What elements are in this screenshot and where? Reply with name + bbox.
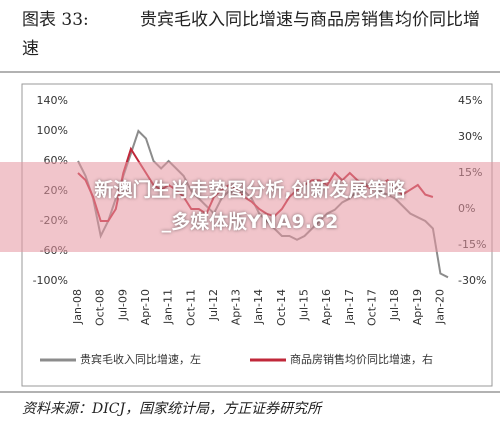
figure-label: 图表 33: <box>22 10 89 30</box>
legend-label: 贵宾毛收入同比增速，左 <box>80 352 201 366</box>
y-tick-label: 100% <box>37 124 68 137</box>
x-tick-label: Oct-17 <box>365 289 378 326</box>
x-tick-label: Jan-08 <box>71 289 84 325</box>
x-tick-label: Apr-10 <box>139 289 152 325</box>
overlay-banner: 新澳门生肖走势图分析,创新发展策略 _多媒体版YNA9.62 <box>0 162 500 252</box>
x-tick-label: Jan-14 <box>252 289 265 325</box>
overlay-text: _多媒体版YNA9.62 <box>161 211 339 233</box>
x-tick-label: Jul-15 <box>298 289 311 321</box>
x-tick-label: Jul-18 <box>388 289 401 321</box>
source-note: 资料来源：DICJ，国家统计局，方正证券研究所 <box>22 401 322 417</box>
chart-title: 贵宾毛收入同比增速与商品房销售均价同比增速 <box>22 10 480 59</box>
x-tick-label: Apr-16 <box>320 289 333 325</box>
x-tick-label: Oct-08 <box>94 289 107 326</box>
title-block: 图表 33: 贵宾毛收入同比增速与商品房销售均价同比增速 <box>22 6 482 64</box>
y2-tick-label: -30% <box>458 274 486 287</box>
x-tick-label: Jul-09 <box>116 289 129 321</box>
x-tick-label: Jan-17 <box>343 289 356 325</box>
x-tick-label: Jan-11 <box>162 289 175 325</box>
y2-tick-label: 45% <box>458 94 482 107</box>
x-tick-label: Apr-13 <box>230 289 243 325</box>
legend-label: 商品房销售均价同比增速，右 <box>290 352 433 366</box>
x-tick-label: Jan-20 <box>433 289 446 325</box>
x-tick-label: Apr-19 <box>411 289 424 325</box>
y2-tick-label: 30% <box>458 130 482 143</box>
y-tick-label: 140% <box>37 94 68 107</box>
x-tick-label: Oct-14 <box>275 289 288 326</box>
x-tick-label: Jul-12 <box>207 289 220 321</box>
overlay-text: 新澳门生肖走势图分析,创新发展策略 <box>94 179 406 201</box>
x-tick-label: Oct-11 <box>184 289 197 326</box>
y-tick-label: -100% <box>33 274 68 287</box>
